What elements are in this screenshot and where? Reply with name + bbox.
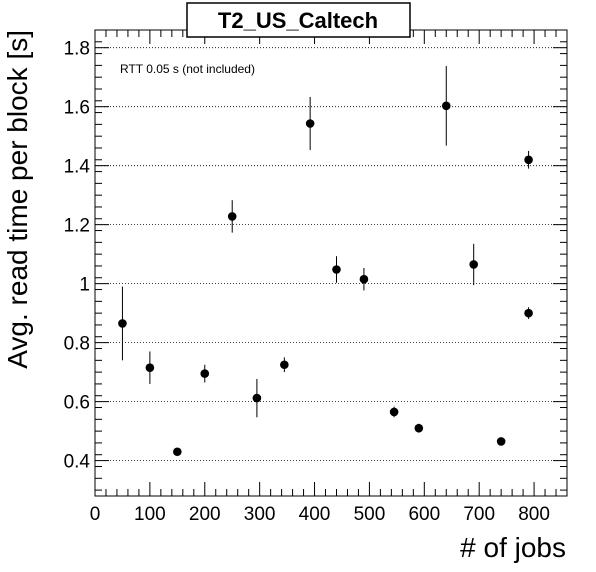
y-axis-title: Avg. read time per block [s] [2, 30, 33, 369]
y-tick-label: 1.4 [64, 157, 91, 178]
data-point [524, 308, 533, 318]
x-tick-label: 0 [90, 504, 101, 525]
data-point [332, 265, 341, 274]
data-points [118, 65, 533, 457]
data-point-group [280, 357, 289, 373]
tick-labels: 0.4 0.6 0.8 1 1.2 1.4 1.6 1.8 0 100 200 300 400 500 60… [64, 39, 550, 525]
data-point [496, 437, 506, 446]
x-tick-label: 700 [463, 504, 495, 525]
x-tick-label: 300 [244, 504, 276, 525]
data-point-group [524, 150, 533, 169]
data-point-group [469, 243, 478, 286]
data-point [200, 369, 210, 378]
data-point [252, 393, 262, 403]
data-point-group [524, 307, 533, 320]
data-point [414, 423, 424, 433]
data-point [469, 260, 478, 269]
data-point [524, 155, 533, 165]
data-point-group [305, 96, 315, 151]
y-tick-label: 1.6 [64, 98, 90, 119]
y-gridlines [95, 47, 567, 462]
title-frame [186, 2, 411, 38]
data-point [441, 101, 451, 111]
x-tick-label: 200 [189, 504, 221, 525]
data-point [389, 407, 399, 417]
chart-title: T2_US_Caltech [218, 8, 378, 33]
data-point [305, 119, 315, 128]
y-tick-label: 0.4 [64, 452, 91, 473]
data-point-group [118, 286, 127, 361]
data-point [145, 363, 155, 373]
data-point-group [227, 200, 237, 233]
data-point-group [145, 351, 155, 384]
data-point [118, 319, 127, 328]
data-point-group [332, 256, 341, 283]
rtt-annotation: RTT 0.05 s (not included) [120, 62, 255, 76]
x-axis-title: # of jobs [460, 532, 566, 563]
y-tick-label: 1.8 [64, 39, 90, 60]
data-point-group [441, 65, 451, 146]
x-tick-label: 600 [408, 504, 440, 525]
data-point [280, 360, 289, 370]
x-tick-label: 800 [518, 504, 550, 525]
x-tick-label: 100 [134, 504, 166, 525]
data-point-group [200, 364, 210, 383]
y-tick-label: 0.8 [64, 334, 90, 355]
data-point [227, 212, 237, 221]
data-point-group [389, 406, 399, 418]
data-point-group [496, 437, 506, 446]
data-point-group [252, 378, 262, 418]
data-point-group [359, 268, 369, 291]
chart-title-box: T2_US_Caltech [186, 2, 411, 38]
x-tick-label: 400 [299, 504, 331, 525]
data-point-group [414, 423, 424, 433]
annotation: RTT 0.05 s (not included) [120, 62, 255, 76]
y-tick-label: 1.2 [64, 216, 90, 237]
x-tick-label: 500 [354, 504, 386, 525]
data-point [173, 447, 182, 457]
data-point [359, 274, 369, 284]
y-tick-label: 0.6 [64, 393, 90, 414]
y-tick-label: 1 [79, 275, 90, 296]
data-point-group [173, 447, 182, 457]
